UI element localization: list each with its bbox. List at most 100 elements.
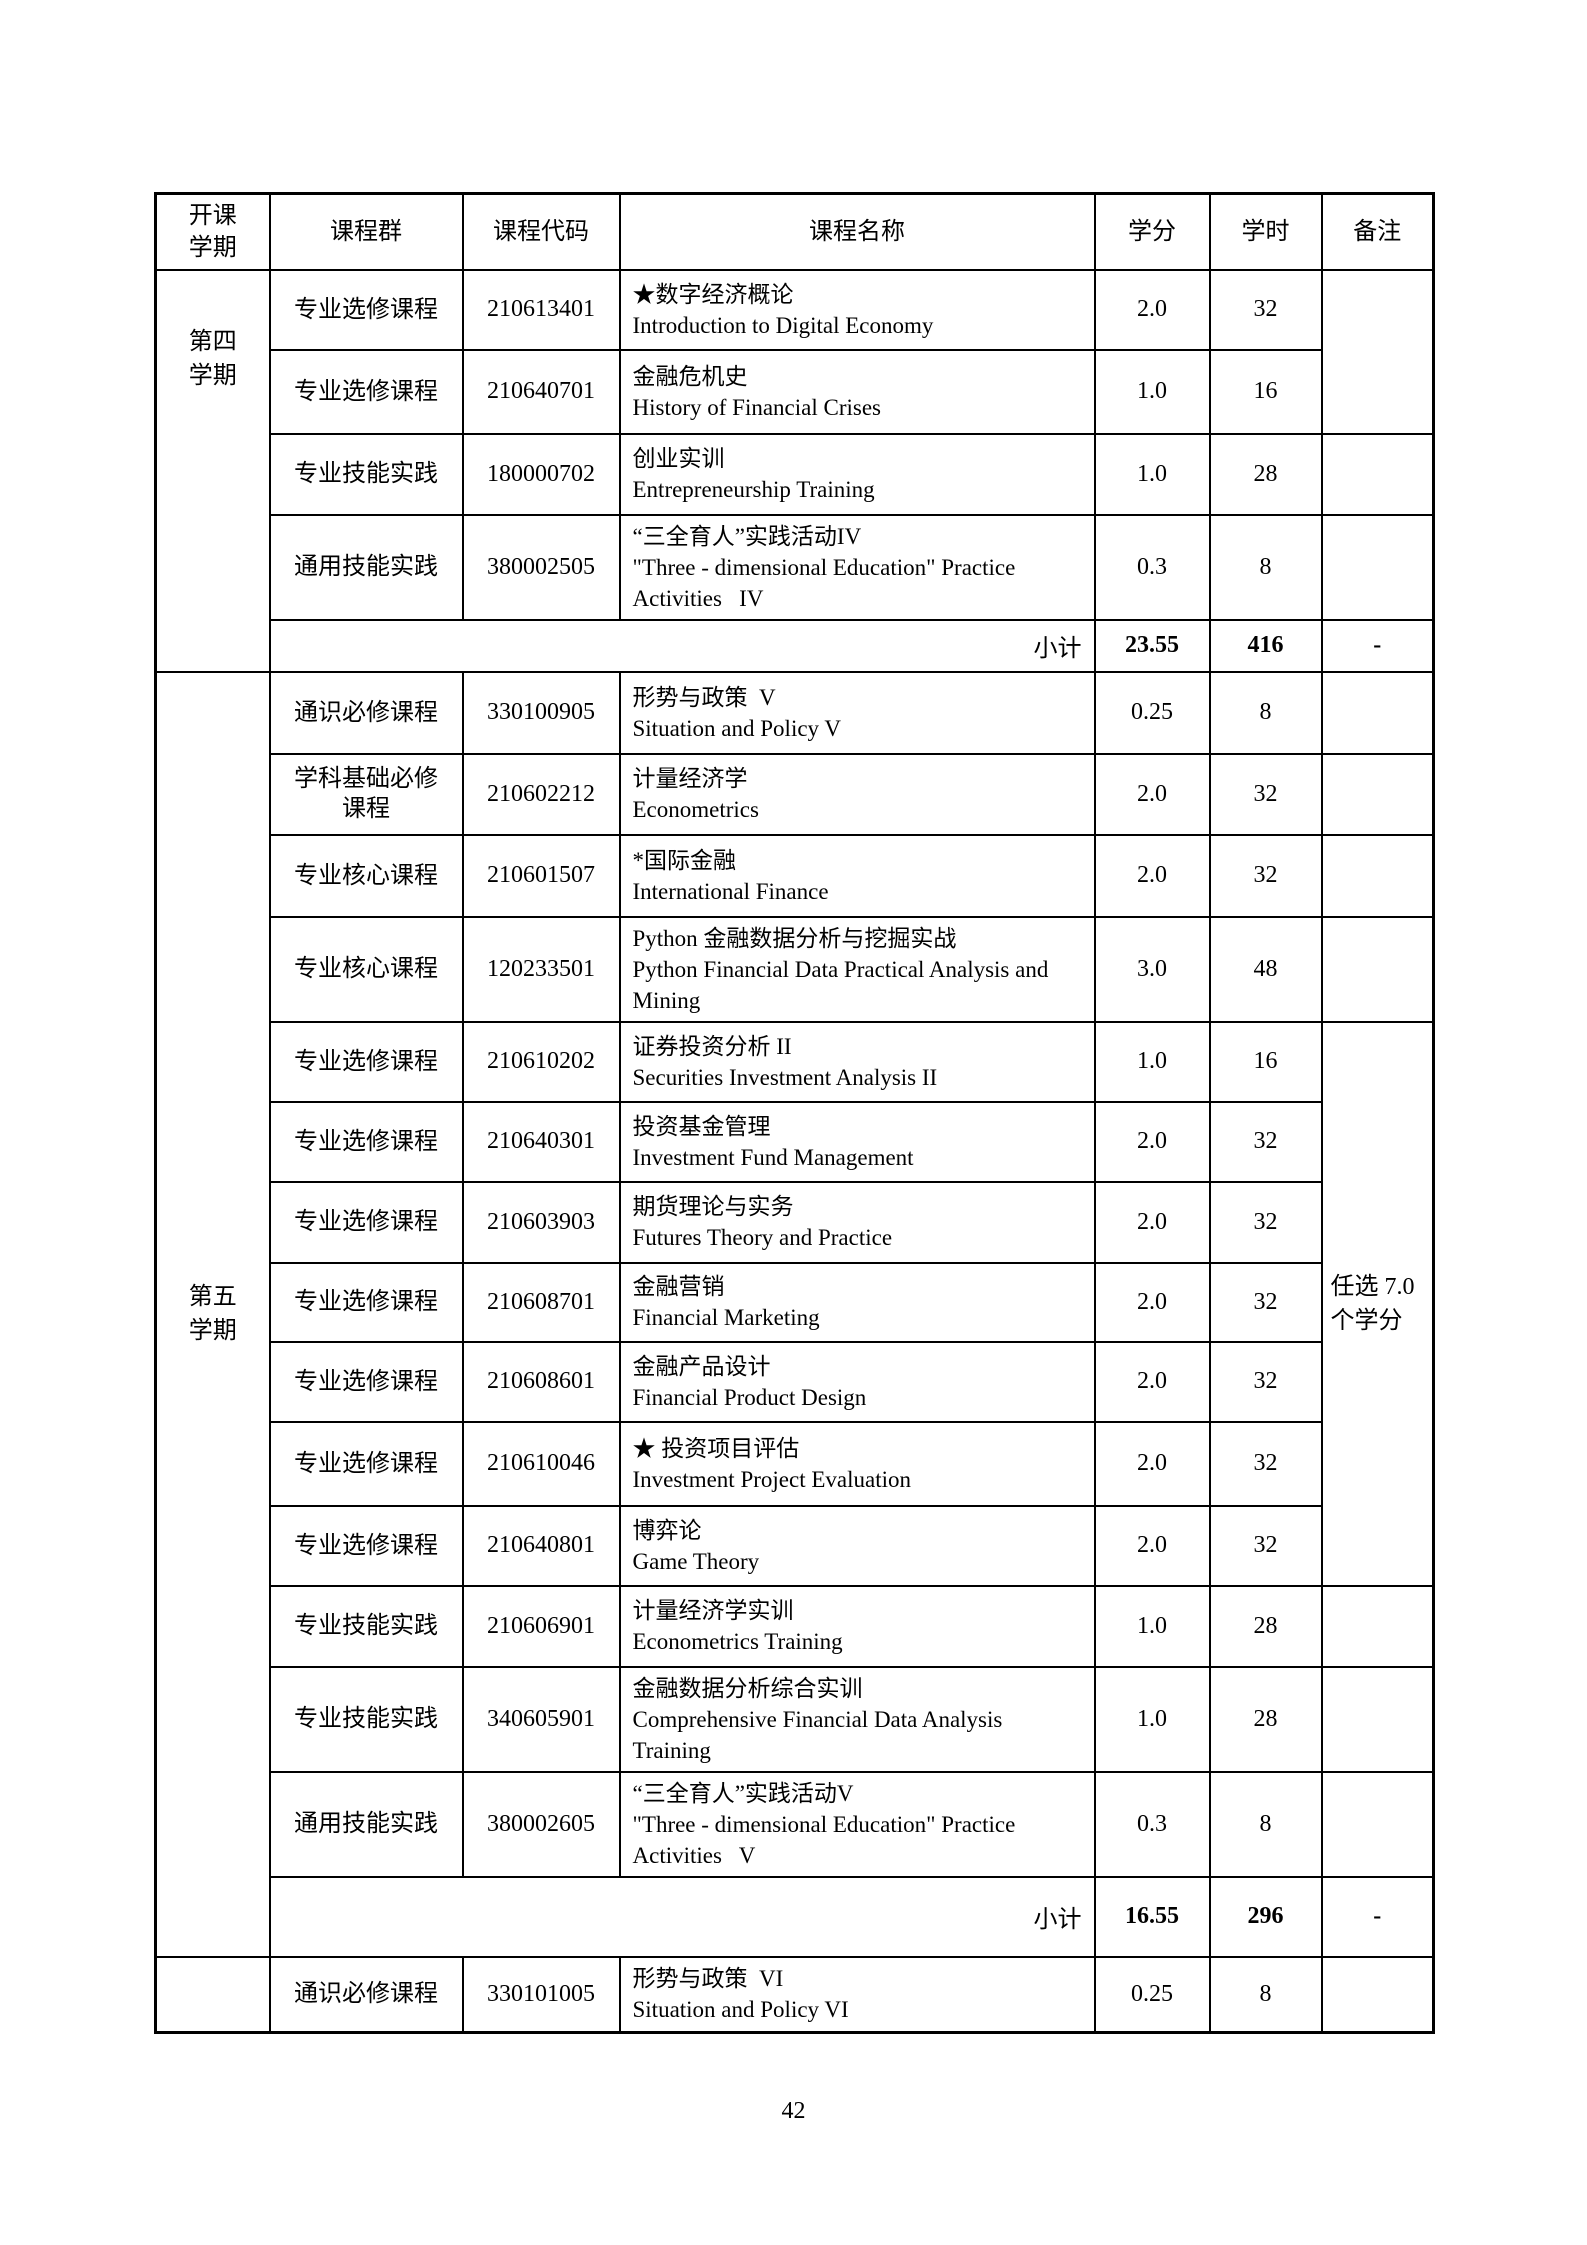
credits-cell: 1.0 [1093,432,1211,516]
course-code-cell: 340605901 [461,1665,621,1773]
course-name-cell: “三全育人”实践活动V "Three - dimensional Educatio… [618,1770,1096,1878]
course-code-cell: 210640301 [461,1100,621,1183]
course-group-cell: 通识必修课程 [268,1955,464,2034]
course-code-cell: 180000702 [461,432,621,516]
semester-cell: 第五 学期 [154,670,271,1958]
course-group-cell: 专业选修课程 [268,1420,464,1507]
course-name-en: Introduction to Digital Economy [632,312,934,338]
course-group-cell: 专业选修课程 [268,1100,464,1183]
hours-cell: 16 [1208,348,1323,435]
hours-cell: 32 [1208,1180,1323,1264]
hours-cell: 32 [1208,833,1323,918]
course-code-cell: 380002605 [461,1770,621,1878]
course-group-cell: 专业选修课程 [268,1020,464,1103]
remark-cell: 任选 7.0 个学分 [1320,1020,1435,1587]
hours-cell: 32 [1208,752,1323,836]
course-name-en: Econometrics Training [632,1629,843,1654]
hours-cell: 8 [1208,670,1323,755]
course-name-en: "Three - dimensional Education" Practice… [632,1811,1016,1868]
course-row: 专业选修课程 210640801 博弈论 Game Theory 2.0 32 [156,1504,1434,1587]
credits-cell: 0.25 [1093,1955,1211,2034]
course-name-en: Econometrics [632,797,759,822]
remark-cell [1320,513,1435,621]
hours-cell: 32 [1208,1420,1323,1507]
hours-cell: 32 [1208,1261,1323,1343]
course-name-en: International Finance [632,878,829,904]
course-name-en: Futures Theory and Practice [632,1225,893,1250]
hours-cell: 32 [1208,1504,1323,1587]
course-name-cell: ★数字经济概论 Introduction to Digital Economy [618,268,1096,351]
course-group-cell: 专业选修课程 [268,268,464,351]
remark-cell [1320,1770,1435,1878]
course-group-cell: 专业选修课程 [268,1261,464,1343]
credits-cell: 0.25 [1093,670,1211,755]
course-name-zh: 博弈论 [632,1517,702,1543]
course-name-cell: 形势与政策 V Situation and Policy V [618,670,1096,755]
course-name-zh: Python 金融数据分析与挖掘实战 [632,925,957,951]
course-name-cell: 金融危机史 History of Financial Crises [618,348,1096,435]
course-name-en: Entrepreneurship Training [632,477,875,502]
course-row: 专业技能实践 180000702 创业实训 Entrepreneurship Trai… [156,432,1435,516]
credits-cell: 1.0 [1093,1584,1211,1668]
subtotal-credits-cell: 23.55 [1093,618,1211,673]
course-name-en: Comprehensive Financial Data Analysis Tr… [632,1706,1003,1763]
credits-cell: 0.3 [1093,1770,1211,1878]
course-name-cell: 计量经济学 Econometrics [618,752,1096,836]
header-course-name: 课程名称 [618,192,1096,271]
credits-cell: 2.0 [1093,1340,1211,1423]
course-code-cell: 210603903 [461,1180,621,1264]
course-name-zh: 期货理论与实务 [632,1194,794,1219]
header-course-group: 课程群 [268,192,464,271]
credits-cell: 1.0 [1093,1665,1211,1773]
subtotal-remark-cell: - [1320,1875,1435,1958]
course-name-cell: 金融数据分析综合实训 Comprehensive Financial Data A… [618,1665,1096,1773]
course-name-en: Python Financial Data Practical Analysis… [632,956,1049,1013]
remark-cell [1320,1665,1435,1773]
course-group-cell: 专业技能实践 [268,1665,464,1773]
course-name-cell: ★ 投资项目评估 Investment Project Evaluation [618,1420,1096,1507]
course-name-cell: Python 金融数据分析与挖掘实战 Python Financial Data … [618,915,1096,1023]
remark-cell [1320,432,1435,516]
course-group-cell: 专业选修课程 [268,1504,464,1587]
remark-cell [1320,1955,1435,2034]
hours-cell: 48 [1208,915,1323,1023]
course-name-en: Securities Investment Analysis II [632,1064,938,1090]
course-name-cell: 期货理论与实务 Futures Theory and Practice [618,1180,1096,1264]
header-hours: 学时 [1208,192,1323,271]
course-name-cell: 博弈论 Game Theory [618,1504,1096,1587]
course-row: 专业选修课程 210608601 金融产品设计 Financial Product D… [156,1340,1434,1423]
course-name-zh: 金融营销 [632,1274,725,1299]
course-code-cell: 210640701 [461,348,621,435]
semester-cell: 第四 学期 [154,268,271,673]
course-name-cell: 创业实训 Entrepreneurship Training [618,432,1096,516]
course-code-cell: 330100905 [461,670,621,755]
course-code-cell: 210608601 [461,1340,621,1423]
subtotal-row: 小计 23.55 416- [156,618,1435,673]
header-row: 开课 学期 课程群 课程代码 课程名称 学分 学时 备注 [154,192,1435,271]
course-code-cell: 210608701 [461,1261,621,1343]
course-name-zh: ★ 投资项目评估 [632,1435,800,1461]
course-name-cell: 证券投资分析 II Securities Investment Analysis … [618,1020,1096,1103]
course-group-cell: 通识必修课程 [268,670,464,755]
course-row: 第四 学期 专业选修课程 210613401 ★数字经济概论 Introduction … [154,268,1435,673]
hours-cell: 32 [1208,1100,1323,1183]
course-code-cell: 210610202 [461,1020,621,1103]
course-row: 学科基础必修 课程 210602212 计量经济学 Econometrics 2.0 32 [156,752,1435,836]
course-code-cell: 210601507 [461,833,621,918]
course-name-cell: 形势与政策 VI Situation and Policy VI [618,1955,1096,2034]
course-row: 专业技能实践 210606901 计量经济学实训 Econometrics Train… [156,1584,1435,1668]
subtotal-row: 小计 16.55 296- [156,1875,1435,1958]
hours-cell: 8 [1208,1955,1323,2034]
course-row: 通识必修课程 330101005 形势与政策 VI Situation and Pol… [154,1955,1435,2034]
course-code-cell: 380002505 [461,513,621,621]
subtotal-label-cell: 小计 [268,618,1096,673]
remark-cell [1320,833,1435,918]
course-name-en: Situation and Policy VI [632,1997,849,2023]
course-code-cell: 210606901 [461,1584,621,1668]
course-name-en: Investment Fund Management [632,1144,914,1170]
course-row: 专业技能实践 340605901 金融数据分析综合实训 Comprehensive F… [156,1665,1435,1773]
credits-cell: 2.0 [1093,1100,1211,1183]
course-row: 专业核心课程 120233501 Python 金融数据分析与挖掘实战 Python … [156,915,1435,1023]
course-name-zh: 形势与政策 VI [632,1966,784,1992]
course-group-cell: 专业核心课程 [268,915,464,1023]
